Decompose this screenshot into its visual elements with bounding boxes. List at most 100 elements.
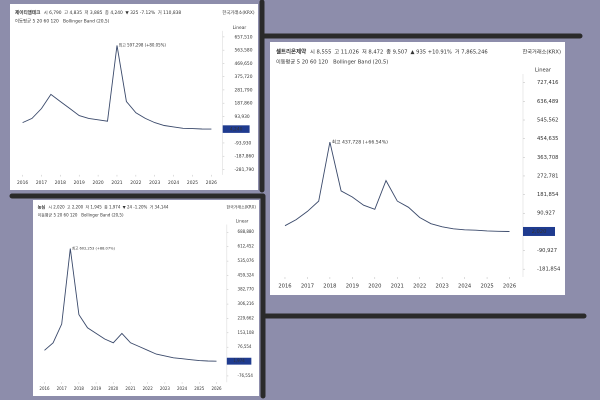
x-tick-label: 2021 xyxy=(391,284,404,290)
x-tick-label: 2021 xyxy=(125,386,136,391)
x-tick-label: 2018 xyxy=(55,180,66,186)
y-tick-label: 469,650 xyxy=(234,61,252,67)
stock-name: 제이티앰테크 xyxy=(15,9,41,16)
y-tick-label: 636,489 xyxy=(537,99,558,105)
y-tick-label: 272,781 xyxy=(537,173,558,179)
last-price-box xyxy=(222,125,250,133)
x-tick-label: 2022 xyxy=(413,284,426,290)
last-price-label: 2,020 xyxy=(532,229,547,235)
dividers xyxy=(9,0,587,399)
high-annotation: 최고 437,728 (+66.54%) xyxy=(332,139,388,146)
y-tick-label: 93,930 xyxy=(234,114,249,120)
chart-panel: 셀트리온제약 시 8,555 고 11,026 저 8,472 종 9,507 ▲ 935… xyxy=(270,42,565,295)
x-tick-label: 2026 xyxy=(206,180,217,186)
y-tick-label: 187,860 xyxy=(234,101,252,107)
header-value: ▲ 935 +10.91% xyxy=(411,50,452,56)
indicator-label: Bollinger Band (20,5) xyxy=(63,18,110,24)
x-tick-label: 2018 xyxy=(74,386,85,391)
header-value: 시 6,790 xyxy=(44,10,62,16)
x-tick-label: 2020 xyxy=(368,284,381,290)
x-tick-label: 2026 xyxy=(503,284,516,290)
x-tick-label: 2016 xyxy=(278,284,291,290)
last-price-box xyxy=(523,226,555,236)
x-tick-label: 2018 xyxy=(323,284,336,290)
price-line xyxy=(44,248,217,362)
scale-mode: Linear xyxy=(236,218,249,223)
header-value: 저 3,885 xyxy=(85,9,103,16)
header-value: ▼ 24 -1.20% xyxy=(123,205,148,210)
y-tick-label: 657,510 xyxy=(234,34,252,40)
y-tick-label: -90,927 xyxy=(537,248,557,254)
x-tick-label: 2016 xyxy=(39,386,50,391)
x-tick-label: 2024 xyxy=(458,284,472,290)
indicator-label: 이동평균 5 20 60 120 xyxy=(276,58,328,66)
x-tick-label: 2022 xyxy=(143,386,154,391)
x-tick-label: 2017 xyxy=(36,180,47,186)
y-tick-label: -281,790 xyxy=(234,167,254,173)
chart-panel: 제이티앰테크 시 6,790 고 4,835 저 3,885 종 4,240 ▼ 325 … xyxy=(10,4,258,190)
header-value: 종 9,507 xyxy=(386,49,407,56)
x-tick-label: 2025 xyxy=(480,284,493,290)
last-price-label: 4,240 xyxy=(230,127,243,133)
x-tick-label: 2020 xyxy=(108,386,119,391)
header-value: 시 8,555 xyxy=(310,50,331,56)
panel-background xyxy=(270,42,565,295)
y-tick-label: 563,580 xyxy=(234,48,252,54)
y-tick-label: -76,554 xyxy=(238,373,254,378)
y-tick-label: 306,216 xyxy=(238,301,255,306)
y-tick-label: 363,708 xyxy=(537,155,558,161)
y-tick-label: 545,562 xyxy=(537,118,558,124)
y-tick-label: 76,554 xyxy=(238,344,252,349)
y-tick-label: -181,854 xyxy=(537,267,561,273)
y-tick-label: 281,790 xyxy=(234,87,252,93)
x-tick-label: 2017 xyxy=(57,386,68,391)
indicator-label: 이동평균 5 20 60 120 xyxy=(38,212,78,217)
last-price-label: 1,974 xyxy=(233,358,245,363)
x-tick-label: 2023 xyxy=(149,180,160,186)
x-tick-label: 2023 xyxy=(436,284,449,290)
x-tick-label: 2019 xyxy=(346,284,359,290)
y-tick-label: 612,452 xyxy=(238,244,255,249)
price-line xyxy=(284,141,510,232)
stock-name: 셀트리온제약 xyxy=(276,48,306,56)
x-tick-label: 2026 xyxy=(211,386,222,391)
header-value: 고 2,200 xyxy=(67,205,84,210)
panel-background xyxy=(33,200,259,396)
header-value: 종 4,240 xyxy=(105,10,123,16)
header-value: 거 110,838 xyxy=(158,9,182,16)
indicator-label: Bollinger Band (20,5) xyxy=(333,60,388,66)
y-tick-label: 535,076 xyxy=(238,258,255,263)
header-value: ▼ 325 -7.12% xyxy=(125,10,155,16)
exchange: 한국거래소(KRX) xyxy=(222,9,255,16)
x-tick-label: 2022 xyxy=(130,180,141,186)
x-tick-label: 2025 xyxy=(194,386,205,391)
y-tick-label: -93,930 xyxy=(234,140,251,146)
x-tick-label: 2025 xyxy=(187,180,198,186)
x-tick-label: 2016 xyxy=(17,180,28,186)
exchange: 한국거래소(KRX) xyxy=(226,205,256,210)
header-value: 거 34,144 xyxy=(150,205,169,210)
y-tick-label: 181,854 xyxy=(537,192,559,198)
chart-panel: 농심 시 2,020 고 2,200 저 1,945 종 1,974 ▼ 24 -1.20… xyxy=(33,200,259,396)
x-tick-label: 2019 xyxy=(91,386,102,391)
header-value: 종 1,974 xyxy=(104,205,121,210)
y-tick-label: 153,108 xyxy=(238,330,255,335)
y-tick-label: 382,770 xyxy=(238,287,255,292)
indicator-label: Bollinger Band (20,5) xyxy=(81,212,124,217)
header-value: 고 11,026 xyxy=(334,49,359,56)
x-tick-label: 2023 xyxy=(160,386,171,391)
stock-name: 농심 xyxy=(38,204,46,210)
y-tick-label: -187,860 xyxy=(234,154,254,160)
header-value: 시 2,020 xyxy=(48,205,65,210)
panel-background xyxy=(10,4,258,190)
y-tick-label: 727,416 xyxy=(537,80,558,86)
x-tick-label: 2021 xyxy=(111,180,122,186)
y-tick-label: 688,880 xyxy=(238,229,255,234)
header-value: 고 4,835 xyxy=(64,10,82,16)
x-tick-label: 2024 xyxy=(168,180,179,186)
x-tick-label: 2019 xyxy=(74,180,85,186)
exchange: 한국거래소(KRX) xyxy=(523,48,561,56)
x-tick-label: 2020 xyxy=(93,180,104,186)
y-tick-label: 459,324 xyxy=(238,272,255,277)
